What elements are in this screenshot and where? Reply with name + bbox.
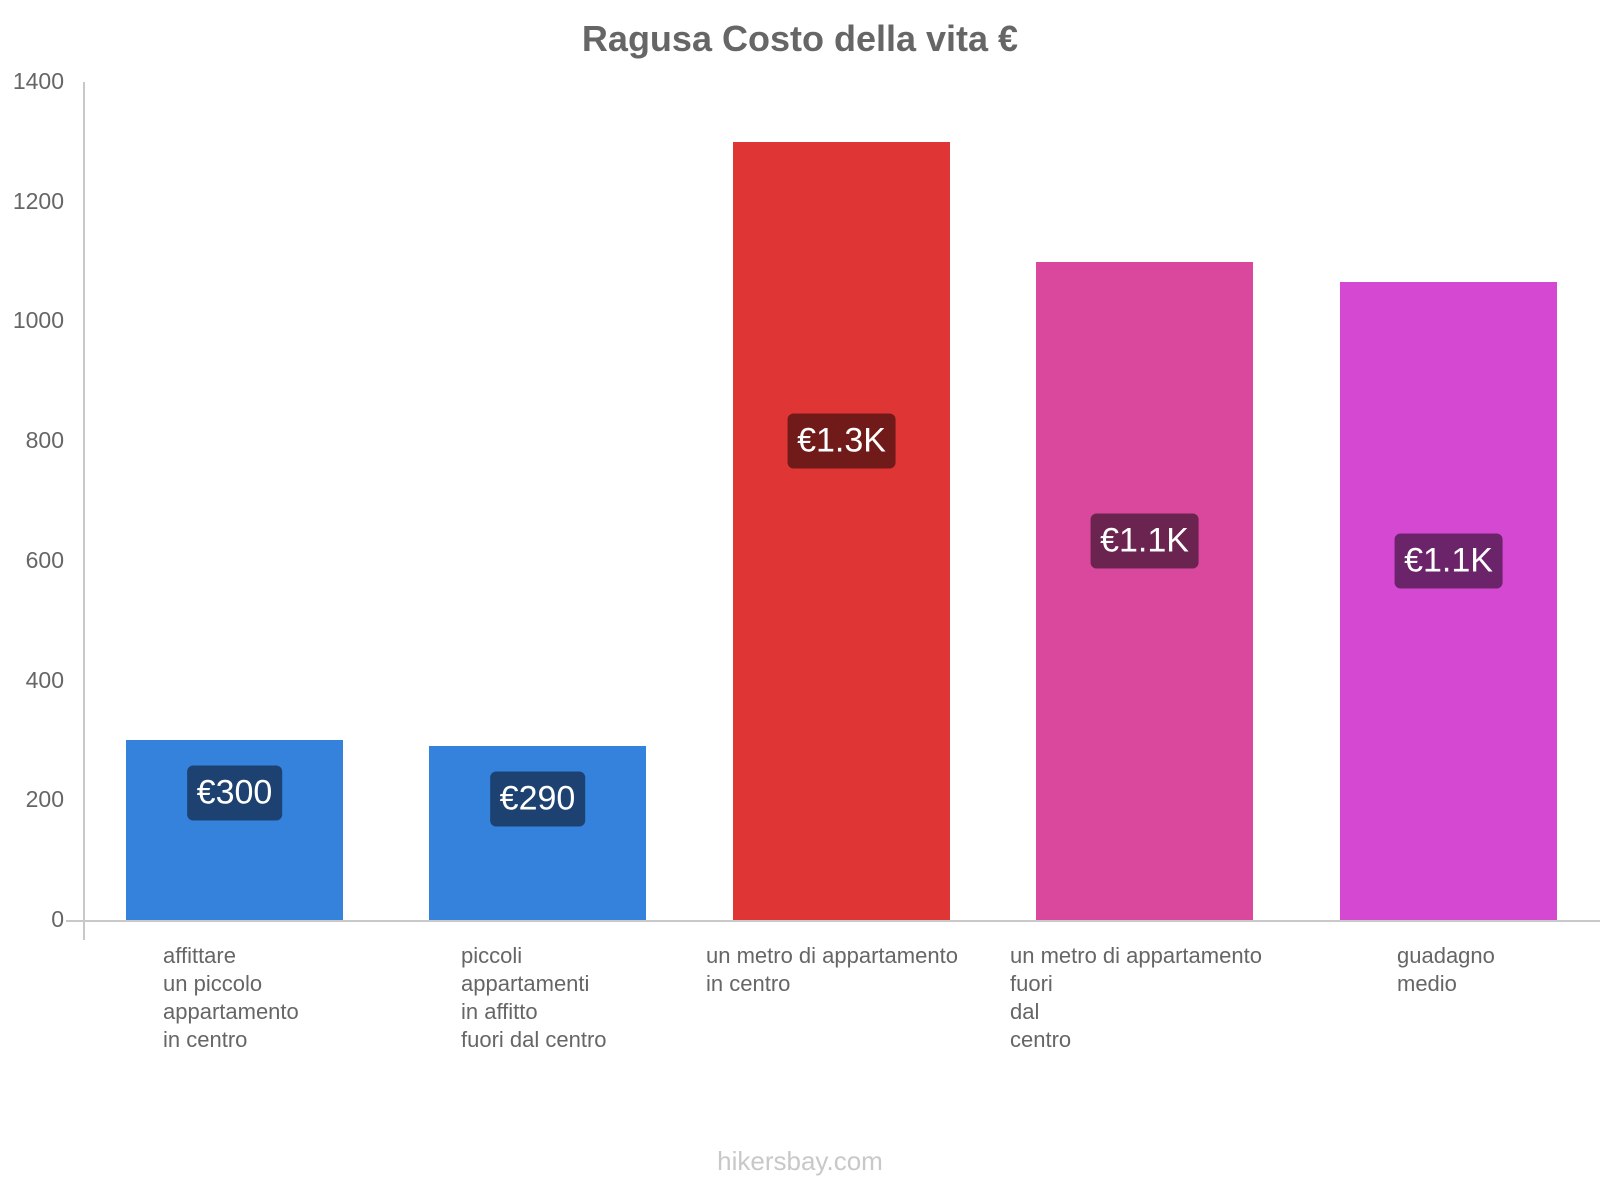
x-tick-label: un metro di appartamento fuori dal centr… <box>1010 943 1262 1052</box>
y-tick-label: 400 <box>25 666 64 693</box>
bar-value-label: €1.1K <box>1394 533 1503 589</box>
chart-title: Ragusa Costo della vita € <box>581 18 1019 59</box>
y-tick-label: 1200 <box>12 187 64 214</box>
watermark: hikersbay.com <box>717 1146 883 1176</box>
y-tick-label: 1000 <box>12 307 64 334</box>
bar[interactable] <box>733 141 950 920</box>
bar[interactable] <box>1036 261 1253 920</box>
y-tick-label: 200 <box>25 786 64 813</box>
bar-value-label: €290 <box>489 771 586 827</box>
bar[interactable] <box>1340 281 1557 920</box>
x-tick-label: affittare un piccolo appartamento in cen… <box>163 943 299 1052</box>
bar-value-label: €1.1K <box>1090 513 1199 569</box>
y-tick-label: 0 <box>51 906 64 932</box>
bar-value-label: €1.3K <box>787 413 896 469</box>
y-tick-label: 800 <box>25 427 64 454</box>
x-tick-label: piccoli appartamenti in affitto fuori da… <box>461 943 607 1052</box>
x-tick-label: guadagno medio <box>1397 943 1495 996</box>
x-tick-label: un metro di appartamento in centro <box>706 943 958 996</box>
x-axis-line <box>66 920 1600 922</box>
y-tick-label: 1400 <box>12 68 64 94</box>
y-tick-label: 600 <box>25 546 64 573</box>
y-axis-line <box>83 82 85 940</box>
bar-value-label: €300 <box>186 765 283 821</box>
